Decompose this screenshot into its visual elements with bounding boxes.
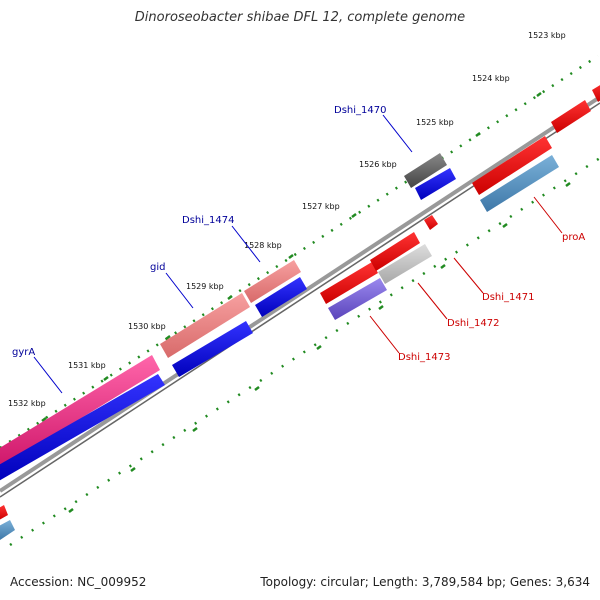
label-Dshi_1474: Dshi_1474 [182,215,234,226]
kbp-label-1528: 1528 kbp [244,241,282,250]
kbp-label-1523: 1523 kbp [528,31,566,40]
outer-scale-line [0,54,599,450]
leader-Dshi_1471 [453,257,484,294]
leader-Dshi_1472 [417,282,448,320]
leader-gid [165,272,194,309]
label-gyrA: gyrA [12,347,35,358]
backbone-outer [0,95,600,493]
kbp-label-1525: 1525 kbp [416,118,454,127]
gene-gid[interactable] [160,293,250,358]
gene-red-d[interactable] [551,100,591,133]
accession-text: Accession: NC_009952 [10,575,147,589]
gene-Dshi_1471[interactable] [424,215,438,230]
kbp-label-1524: 1524 kbp [472,74,510,83]
major-ticks [41,92,571,513]
map-title: Dinoroseobacter shibae DFL 12, complete … [134,10,466,25]
gene-gyrA[interactable] [0,355,160,475]
gene-red-b[interactable] [370,232,420,271]
gene-blue-4[interactable] [415,168,456,200]
leader-gyrA [33,356,63,394]
kbp-label-1526: 1526 kbp [359,160,397,169]
leader-Dshi_1474 [231,225,261,263]
gene-blue-3[interactable] [255,277,307,317]
gene-red-left[interactable] [0,505,8,520]
leader-Dshi_1473 [369,315,400,354]
label-proA: proA [562,232,585,243]
gene-steel-left[interactable] [0,520,15,540]
kbp-label-1530: 1530 kbp [128,322,166,331]
leader-proA [533,196,563,234]
label-Dshi_1472: Dshi_1472 [447,318,499,329]
gene-Dshi_1474[interactable] [244,260,301,303]
gene-red-e[interactable] [592,82,600,102]
kbp-label-1532: 1532 kbp [8,399,46,408]
gene-red-c[interactable] [472,136,552,195]
leader-Dshi_1470 [382,114,413,153]
label-Dshi_1473: Dshi_1473 [398,352,450,363]
label-Dshi_1470: Dshi_1470 [334,105,386,116]
gene-blue-1[interactable] [0,374,165,482]
inner-scale-line [9,156,600,547]
gene-blue-2[interactable] [172,321,253,377]
kbp-label-1531: 1531 kbp [68,361,106,370]
kbp-label-1527: 1527 kbp [302,202,340,211]
label-Dshi_1471: Dshi_1471 [482,292,534,303]
gene-proA[interactable] [480,155,559,212]
gene-red-a[interactable] [320,262,378,304]
label-gid: gid [150,262,165,273]
kbp-label-1529: 1529 kbp [186,282,224,291]
gene-Dshi_1470[interactable] [404,153,447,188]
gene-Dshi_1473[interactable] [328,278,387,320]
genome-summary-text: Topology: circular; Length: 3,789,584 bp… [260,575,590,589]
gene-Dshi_1472[interactable] [378,244,432,284]
